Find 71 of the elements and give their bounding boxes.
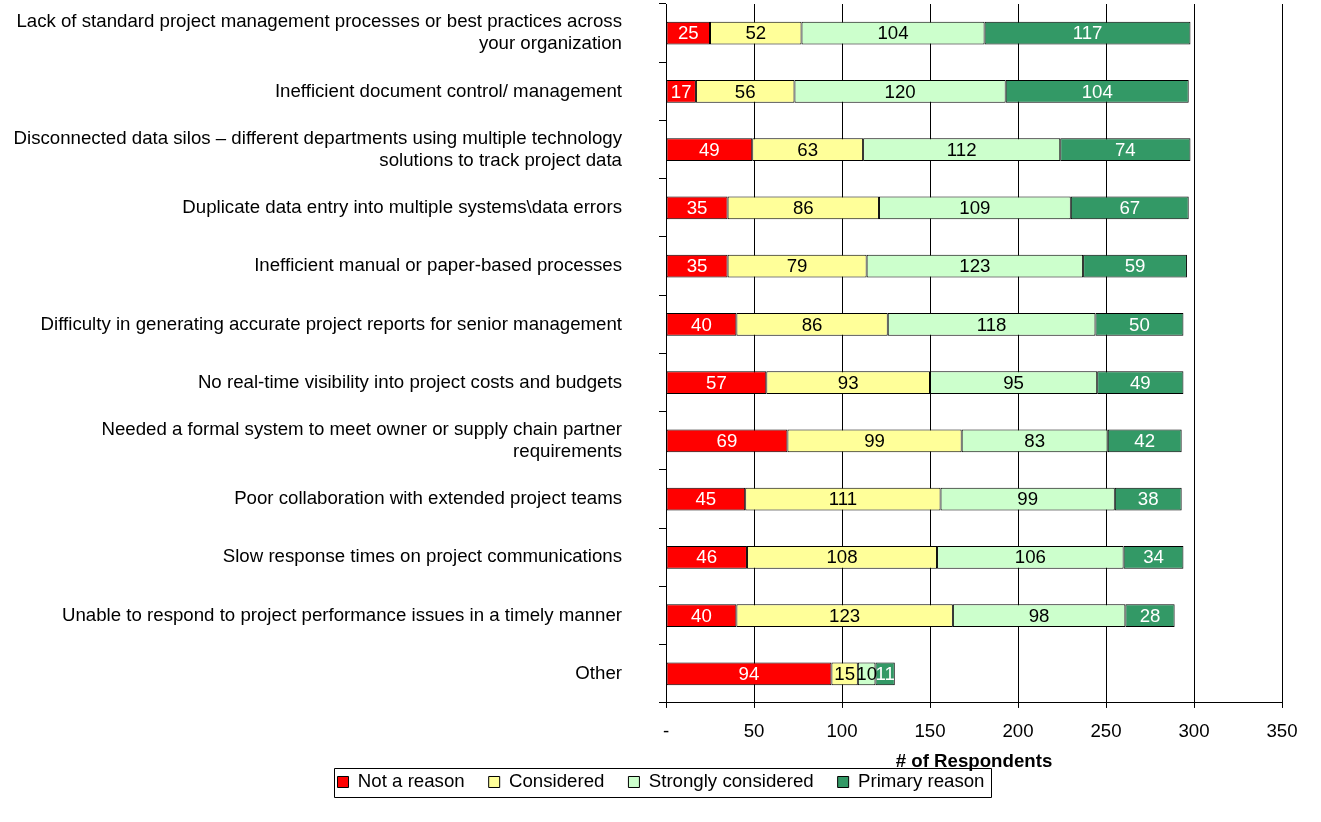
data-label: 35 bbox=[686, 255, 708, 277]
data-label: 28 bbox=[1139, 604, 1161, 626]
data-label: 99 bbox=[1017, 488, 1039, 510]
data-label: 49 bbox=[698, 138, 720, 160]
data-label: 49 bbox=[1129, 371, 1151, 393]
data-label: 94 bbox=[738, 662, 760, 684]
data-label: 95 bbox=[1003, 371, 1024, 393]
x-tick-label: 100 bbox=[826, 720, 858, 742]
data-label: 38 bbox=[1137, 488, 1159, 510]
data-label: 79 bbox=[786, 255, 808, 277]
data-label: 40 bbox=[691, 313, 712, 335]
data-label: 109 bbox=[959, 197, 991, 219]
data-label: 108 bbox=[826, 546, 858, 568]
data-label: 106 bbox=[1014, 546, 1046, 568]
data-label: 15 bbox=[834, 662, 856, 684]
x-tick-label: - bbox=[662, 720, 670, 742]
x-axis-title: # of Respondents bbox=[895, 750, 1053, 772]
y-tick-label: Disconnected data silos – different departments using multiple technology solutions to track project data bbox=[13, 126, 623, 170]
data-label: 123 bbox=[959, 255, 991, 277]
data-label: 34 bbox=[1143, 546, 1164, 568]
data-label: 17 bbox=[670, 80, 692, 102]
data-label: 123 bbox=[829, 604, 861, 626]
x-tick-label: 350 bbox=[1266, 720, 1298, 742]
y-tick-label: Inefficient manual or paper-based processes bbox=[254, 254, 622, 276]
x-tick-label: 200 bbox=[1002, 720, 1034, 742]
y-tick-label: Lack of standard project management processes or best practices across your organization bbox=[16, 10, 622, 54]
data-label: 86 bbox=[801, 313, 823, 335]
data-label: 42 bbox=[1134, 429, 1156, 451]
y-tick-label: Poor collaboration with extended project teams bbox=[234, 487, 622, 509]
data-label: 50 bbox=[1129, 313, 1150, 335]
data-label: 69 bbox=[716, 429, 738, 451]
data-label: 111 bbox=[828, 488, 858, 510]
data-label: 45 bbox=[695, 488, 717, 510]
data-label: 104 bbox=[877, 22, 909, 44]
data-label: 63 bbox=[797, 138, 819, 160]
data-label: 98 bbox=[1028, 604, 1050, 626]
x-tick-label: 250 bbox=[1090, 720, 1122, 742]
data-label: 57 bbox=[706, 371, 727, 393]
data-label: 59 bbox=[1124, 255, 1146, 277]
x-tick-label: 50 bbox=[743, 720, 765, 742]
legend-label: Not a reason bbox=[357, 770, 465, 792]
data-label: 93 bbox=[837, 371, 859, 393]
data-label: 120 bbox=[884, 80, 916, 102]
y-tick-label: Other bbox=[575, 661, 622, 683]
data-label: 104 bbox=[1081, 80, 1113, 102]
data-label: 25 bbox=[677, 22, 699, 44]
data-label: 56 bbox=[734, 80, 756, 102]
data-label: 118 bbox=[976, 313, 1007, 335]
y-tick-label: Needed a formal system to meet owner or supply chain partner requirements bbox=[101, 417, 622, 462]
data-label: 52 bbox=[745, 22, 767, 44]
data-label: 117 bbox=[1072, 22, 1103, 44]
legend-label: Strongly considered bbox=[648, 770, 814, 792]
y-tick-label: Slow response times on project communications bbox=[222, 545, 622, 567]
data-label: 67 bbox=[1119, 197, 1141, 219]
y-tick-label: Difficulty in generating accurate project reports for senior management bbox=[40, 312, 623, 334]
y-tick-label: No real-time visibility into project costs and budgets bbox=[197, 370, 622, 392]
x-tick-label: 300 bbox=[1178, 720, 1210, 742]
data-label: 86 bbox=[792, 197, 814, 219]
y-tick-label: Unable to respond to project performance issues in a timely manner bbox=[62, 603, 622, 625]
data-label: 40 bbox=[691, 604, 712, 626]
y-tick-label: Duplicate data entry into multiple systems\data errors bbox=[182, 196, 622, 218]
data-label: 35 bbox=[686, 197, 708, 219]
x-tick-label: 150 bbox=[914, 720, 946, 742]
data-label: 83 bbox=[1024, 429, 1046, 451]
data-label: 74 bbox=[1114, 138, 1136, 160]
y-tick-label: Inefficient document control/ management bbox=[274, 79, 623, 101]
legend-label: Considered bbox=[509, 770, 605, 792]
data-label: 99 bbox=[864, 429, 885, 451]
data-label: 112 bbox=[946, 138, 977, 160]
legend-label: Primary reason bbox=[857, 770, 985, 792]
data-label: 46 bbox=[696, 546, 718, 568]
